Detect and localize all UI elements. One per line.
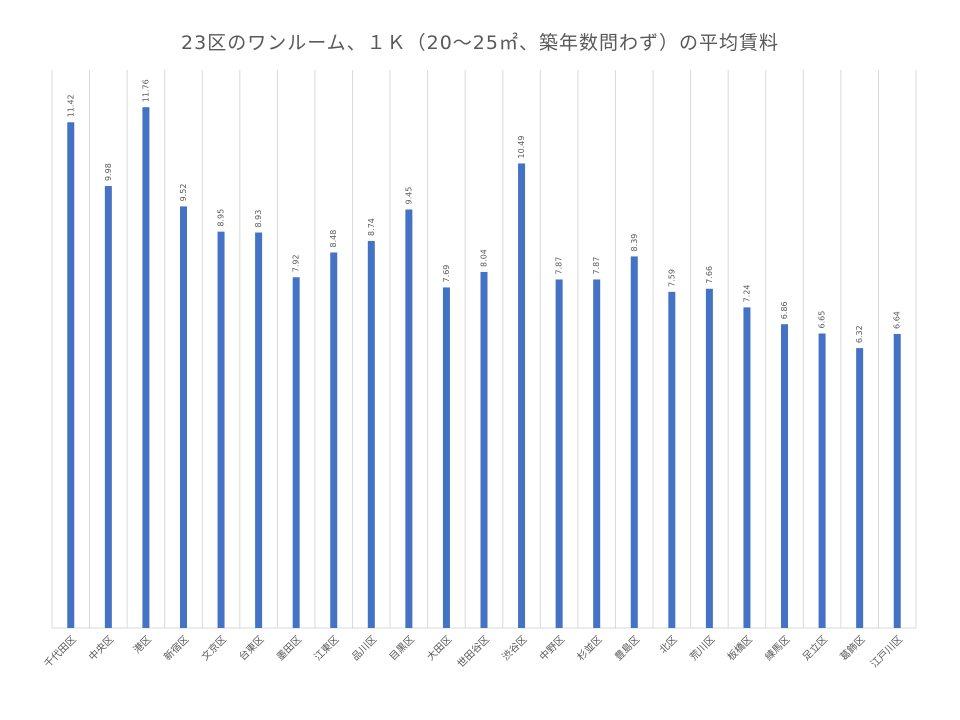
x-tick-label: 港区 [131, 633, 154, 656]
value-label: 10.49 [517, 136, 526, 159]
value-label: 8.04 [480, 249, 489, 267]
value-labels: 11.42 9.98 11.76 9.52 8.95 8.93 7.92 8.48 8.74 9.… [66, 79, 901, 343]
chart-title: 23区のワンルーム、１Ｋ（20～25㎡、築年数問わず）の平均賃料 [181, 32, 779, 54]
bar [856, 348, 864, 628]
bar [555, 279, 563, 628]
value-label: 7.87 [555, 257, 564, 275]
bar [518, 163, 526, 628]
value-label: 9.52 [179, 184, 188, 202]
x-tick-label: 中央区 [86, 633, 116, 663]
x-tick-label: 品川区 [349, 633, 379, 663]
value-label: 11.42 [66, 94, 75, 117]
value-label: 11.76 [141, 79, 150, 102]
x-tick-label: 文京区 [199, 633, 229, 663]
x-tick-label: 新宿区 [161, 633, 191, 663]
x-tick-label: 台東区 [236, 633, 266, 663]
bar [480, 271, 488, 628]
x-tick-label: 杉並区 [574, 633, 604, 663]
value-label: 7.59 [667, 269, 676, 287]
x-tick-label: 練馬区 [762, 633, 792, 663]
bar [179, 206, 187, 628]
bar [142, 107, 150, 628]
bar [593, 279, 601, 628]
x-tick-label: 世田谷区 [455, 633, 492, 670]
bar [217, 231, 225, 628]
value-label: 8.48 [329, 230, 338, 248]
bar [893, 333, 901, 628]
value-label: 8.74 [367, 218, 376, 236]
x-tick-label: 板橋区 [724, 633, 754, 663]
value-label: 8.95 [217, 209, 226, 227]
x-tick-label: 北区 [657, 633, 680, 656]
bar [292, 277, 300, 628]
x-tick-labels: 千代田区 中央区 港区 新宿区 文京区 台東区 墨田区 江東区 品川区 目黒区 大田区 世田谷区 渋谷区… [42, 633, 905, 670]
bar [442, 287, 450, 628]
x-tick-label: 足立区 [800, 633, 830, 663]
x-tick-label: 墨田区 [274, 633, 304, 663]
value-label: 7.69 [442, 265, 451, 283]
value-label: 6.65 [818, 311, 827, 329]
x-tick-label: 中野区 [537, 633, 567, 663]
bar [781, 324, 789, 628]
bar [668, 291, 676, 628]
x-tick-label: 大田区 [424, 633, 454, 663]
bar [255, 232, 263, 628]
value-label: 7.87 [592, 257, 601, 275]
bar [67, 122, 75, 628]
value-label: 7.66 [705, 266, 714, 284]
x-tick-label: 江東区 [311, 633, 341, 663]
bar [630, 256, 638, 628]
value-label: 7.92 [292, 254, 301, 272]
value-label: 7.24 [742, 285, 751, 303]
x-tick-label: 葛飾区 [837, 633, 867, 663]
bars [67, 107, 901, 628]
value-label: 6.86 [780, 301, 789, 319]
value-label: 6.32 [855, 325, 864, 343]
value-label: 6.64 [893, 311, 902, 329]
bar [705, 288, 713, 628]
value-label: 9.45 [404, 187, 413, 205]
value-label: 8.39 [630, 234, 639, 252]
x-tick-label: 豊島区 [612, 633, 642, 663]
bar [330, 252, 338, 628]
x-tick-label: 千代田区 [42, 633, 79, 670]
x-tick-label: 江戸川区 [868, 633, 905, 670]
x-tick-label: 渋谷区 [499, 633, 529, 663]
value-label: 8.93 [254, 210, 263, 228]
bar [405, 209, 413, 628]
bar [818, 333, 826, 628]
bar [367, 240, 375, 628]
value-label: 9.98 [104, 163, 113, 181]
x-tick-label: 荒川区 [688, 633, 718, 663]
bar [743, 307, 751, 628]
bar [104, 186, 112, 628]
x-tick-label: 目黒区 [387, 633, 417, 663]
